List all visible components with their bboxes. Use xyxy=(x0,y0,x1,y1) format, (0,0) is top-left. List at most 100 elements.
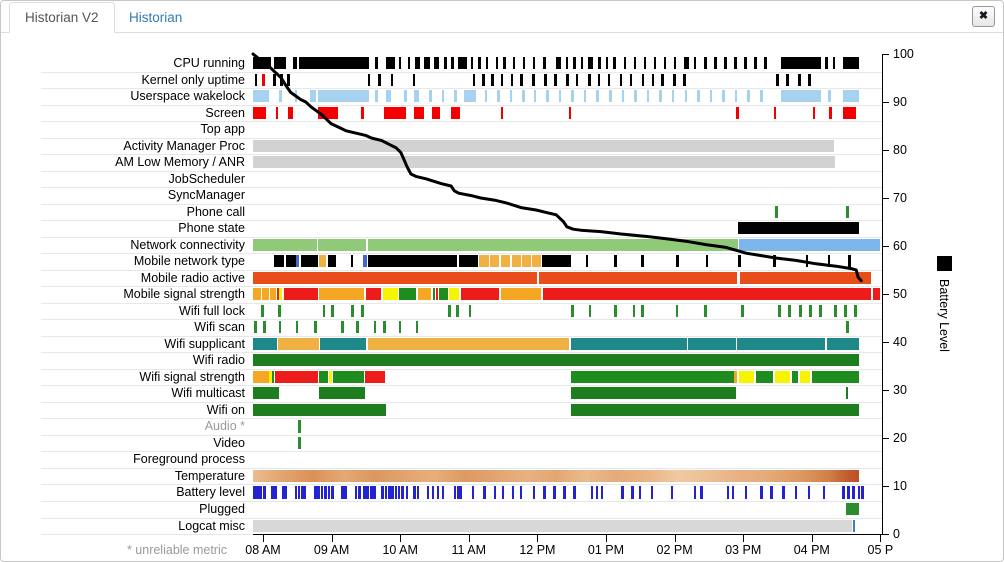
y-axis-tick-label: 10 xyxy=(893,479,907,493)
tab-historian-v2[interactable]: Historian V2 xyxy=(9,2,115,33)
timeline-tick xyxy=(394,486,398,499)
row-label: Wifi scan xyxy=(194,320,245,335)
timeline-tick xyxy=(303,486,307,499)
timeline-tick xyxy=(294,486,298,499)
timeline-tick xyxy=(778,304,781,317)
timeline-tick xyxy=(631,486,634,499)
row-label: Wifi on xyxy=(206,402,245,417)
timeline-tick xyxy=(280,73,283,86)
timeline-segment xyxy=(365,370,386,383)
timeline-tick xyxy=(456,304,459,317)
y-axis-tick-label: 70 xyxy=(893,191,907,205)
timeline-tick xyxy=(661,73,664,86)
row-label: Foreground process xyxy=(133,452,245,467)
timeline-segment xyxy=(497,90,500,103)
timeline-segment xyxy=(500,106,504,119)
timeline-segment xyxy=(503,57,506,70)
timeline-tick xyxy=(650,486,654,499)
timeline-tick xyxy=(704,304,707,317)
timeline-tick xyxy=(324,486,327,499)
y-axis-tick-label: 90 xyxy=(893,95,907,109)
timeline-segment xyxy=(722,90,725,103)
timeline-tick xyxy=(331,304,334,317)
timeline-segment xyxy=(319,288,365,301)
x-axis-line xyxy=(253,534,883,535)
row-label: Mobile network type xyxy=(133,254,245,269)
tab-historian[interactable]: Historian xyxy=(129,10,183,25)
timeline-segment xyxy=(294,90,297,103)
timeline-tick xyxy=(614,304,617,317)
timeline-segment xyxy=(269,370,272,383)
battery-level-axis-title: Battery Level xyxy=(937,279,951,352)
timeline-tick xyxy=(322,304,326,317)
timeline-tick xyxy=(670,486,674,499)
y-axis-tick xyxy=(882,534,889,535)
timeline-segment xyxy=(734,57,737,70)
timeline-tick xyxy=(295,321,299,334)
timeline-segment xyxy=(317,106,338,119)
x-axis-tick xyxy=(468,534,470,542)
timeline-tick xyxy=(852,486,855,499)
timeline-tick xyxy=(770,486,773,499)
y-axis-tick xyxy=(882,390,889,391)
timeline-segment xyxy=(704,57,707,70)
timeline-tick xyxy=(501,486,505,499)
timeline-tick xyxy=(370,486,373,499)
row-label: Video xyxy=(213,435,245,450)
timeline-segment xyxy=(738,370,754,383)
timeline-tick xyxy=(256,486,259,499)
x-axis-tick xyxy=(880,534,882,542)
close-button[interactable]: ✖ xyxy=(972,6,995,27)
y-axis-tick xyxy=(882,438,889,439)
timeline-tick xyxy=(278,321,282,334)
timeline-segment xyxy=(546,90,549,103)
timeline-tick xyxy=(344,486,347,499)
timeline-tick xyxy=(274,486,277,499)
timeline-segment xyxy=(734,370,737,383)
timeline-segment xyxy=(253,337,277,350)
timeline-tick xyxy=(384,486,388,499)
timeline-segment xyxy=(744,57,747,70)
timeline-tick xyxy=(799,304,802,317)
timeline-segment xyxy=(872,288,881,301)
timeline-tick xyxy=(857,486,861,499)
timeline-tick xyxy=(281,486,285,499)
timeline-tick xyxy=(314,321,317,334)
timeline-segment xyxy=(327,255,337,268)
timeline-tick xyxy=(673,73,676,86)
timeline-tick xyxy=(543,486,546,499)
timeline-segment xyxy=(298,57,370,70)
timeline-tick xyxy=(782,486,785,499)
timeline-tick xyxy=(259,486,262,499)
timeline-segment xyxy=(470,57,474,70)
timeline-tick xyxy=(391,486,394,499)
timeline-segment xyxy=(274,57,286,70)
row-separator xyxy=(41,418,882,420)
timeline-segment xyxy=(671,90,675,103)
timeline-tick xyxy=(632,304,636,317)
timeline-segment xyxy=(454,90,457,103)
timeline-tick xyxy=(367,73,371,86)
x-axis-tick xyxy=(743,534,745,542)
timeline-tick xyxy=(629,73,633,86)
timeline-segment xyxy=(598,57,601,70)
timeline-tick xyxy=(327,486,331,499)
timeline-segment xyxy=(555,57,561,70)
timeline-tick xyxy=(848,255,851,268)
timeline-tick xyxy=(401,486,404,499)
timeline-tick xyxy=(590,486,594,499)
timeline-tick xyxy=(298,436,301,450)
timeline-segment xyxy=(459,255,479,268)
timeline-segment xyxy=(737,337,826,350)
timeline-segment xyxy=(845,503,859,516)
timeline-segment xyxy=(317,238,367,251)
timeline-tick xyxy=(798,73,801,86)
timeline-segment xyxy=(385,90,391,103)
timeline-segment xyxy=(693,57,697,70)
timeline-tick xyxy=(468,304,472,317)
y-axis-tick xyxy=(882,150,889,151)
timeline-tick xyxy=(641,304,644,317)
timeline-segment xyxy=(479,255,489,268)
timeline-segment xyxy=(253,288,261,301)
